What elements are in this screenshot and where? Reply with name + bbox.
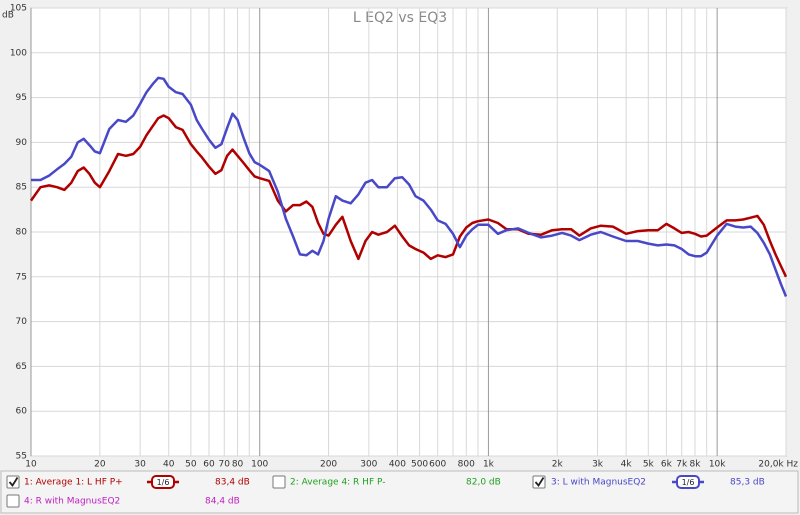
y-tick-label: 70 xyxy=(16,317,28,327)
checkbox[interactable] xyxy=(272,475,286,489)
x-tick-label: 1k xyxy=(483,460,495,470)
legend-entry: 4: R with MagnusEQ2 84,4 dB xyxy=(6,494,240,508)
chart-title: L EQ2 vs EQ3 xyxy=(353,10,447,26)
legend-entry: 1: Average 1: L HF P+ 1/6 83,4 dB xyxy=(6,475,250,489)
checkbox[interactable] xyxy=(6,494,20,508)
x-tick-label: 30 xyxy=(134,460,146,470)
x-tick-label: 100 xyxy=(251,460,268,470)
x-tick-label: 2k xyxy=(552,460,564,470)
smoothing-label: 1/6 xyxy=(682,478,695,487)
x-tick-label: 7k xyxy=(676,460,688,470)
legend-entry: 2: Average 4: R HF P- 82,0 dB xyxy=(272,475,501,489)
x-tick-label: 400 xyxy=(389,460,406,470)
x-tick-label: 5k xyxy=(643,460,655,470)
x-tick-label: 600 xyxy=(429,460,446,470)
level-label: 83,4 dB xyxy=(215,478,250,488)
legend-label: 4: R with MagnusEQ2 xyxy=(24,497,120,507)
legend-label: 1: Average 1: L HF P+ xyxy=(24,478,123,488)
y-tick-label: 90 xyxy=(16,138,28,148)
y-tick-label: 85 xyxy=(16,183,27,193)
legend-label: 3: L with MagnusEQ2 xyxy=(551,478,646,488)
y-axis-label: dB xyxy=(2,11,14,21)
smoothing-box[interactable] xyxy=(151,475,175,489)
x-tick-label: 3k xyxy=(592,460,604,470)
x-tick-label: 70 xyxy=(219,460,231,470)
y-tick-label: 105 xyxy=(10,4,27,14)
y-tick-label: 80 xyxy=(16,228,28,238)
legend-entry: 3: L with MagnusEQ2 1/6 85,3 dB xyxy=(532,475,765,489)
data-line xyxy=(31,76,788,297)
smoothing-label: 1/6 xyxy=(157,478,170,487)
legend-panel xyxy=(0,470,799,514)
x-tick-label: 40 xyxy=(163,460,175,470)
y-tick-label: 95 xyxy=(16,93,27,103)
y-tick-label: 65 xyxy=(16,362,27,372)
x-tick-label: 6k xyxy=(661,460,673,470)
y-tick-label: 75 xyxy=(16,272,27,282)
x-tick-label: 10k xyxy=(709,460,726,470)
data-line xyxy=(29,114,788,278)
x-tick-label: 20 xyxy=(94,460,106,470)
x-tick-label: 20,0k Hz xyxy=(758,460,798,470)
x-tick-label: 50 xyxy=(185,460,197,470)
y-tick-label: 55 xyxy=(16,452,27,462)
x-tick-label: 300 xyxy=(360,460,377,470)
x-tick-label: 10 xyxy=(25,460,37,470)
x-tick-label: 8k xyxy=(690,460,702,470)
y-tick-label: 60 xyxy=(16,407,28,417)
checkmark xyxy=(8,477,19,488)
x-tick-label: 200 xyxy=(320,460,337,470)
x-tick-label: 4k xyxy=(621,460,633,470)
y-tick-label: 100 xyxy=(10,48,27,58)
x-tick-label: 800 xyxy=(458,460,475,470)
smoothing-box[interactable] xyxy=(676,475,700,489)
x-tick-label: 500 xyxy=(411,460,428,470)
level-label: 84,4 dB xyxy=(205,497,240,507)
legend-label: 2: Average 4: R HF P- xyxy=(290,478,385,488)
x-tick-label: 80 xyxy=(232,460,244,470)
x-tick-label: 60 xyxy=(203,460,215,470)
level-label: 82,0 dB xyxy=(466,478,501,488)
level-label: 85,3 dB xyxy=(730,478,765,488)
checkmark xyxy=(534,477,545,488)
grid xyxy=(30,7,787,457)
